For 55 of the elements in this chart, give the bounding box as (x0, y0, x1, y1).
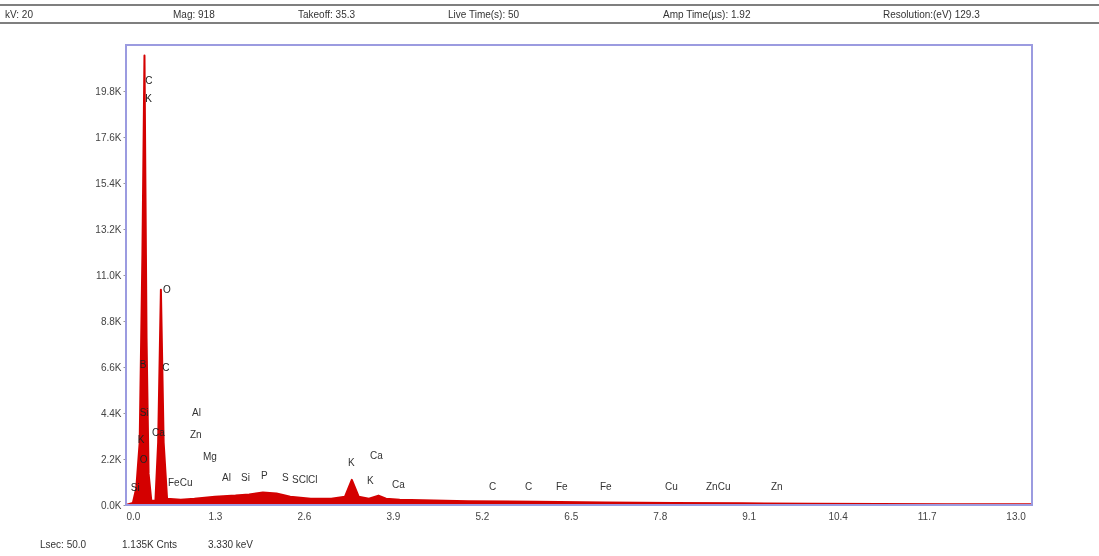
annotation: K (145, 93, 153, 105)
y-tick-label: 17.6K (95, 131, 122, 143)
annotation: Si (241, 472, 250, 483)
annotation: Al (222, 472, 231, 483)
text: Lsec: 50.0 (40, 539, 87, 550)
x-tick-label: 11.7 (917, 510, 937, 522)
annotation: Zn (771, 481, 783, 492)
x-tick-label: 6.5 (564, 510, 579, 522)
text: Amp Time(µs): 1.92 (663, 9, 751, 20)
text: kV: 20 (5, 9, 34, 20)
annotation: O (139, 454, 148, 466)
x-tick-label: 2.6 (297, 510, 312, 522)
annotation: Ca (370, 450, 384, 461)
annotation: ZnCu (706, 481, 731, 492)
annotation: B (139, 358, 147, 370)
annotation: FeCu (168, 477, 193, 488)
annotation: C (525, 481, 533, 492)
x-tick-label: 1.3 (208, 510, 223, 522)
annotation: Si (139, 407, 149, 418)
text: Mag: 918 (173, 9, 216, 20)
text: Resolution:(eV) 129.3 (883, 9, 981, 20)
y-tick-label: 8.8K (100, 315, 122, 327)
annotation: O (162, 283, 171, 295)
annotation: C (489, 481, 497, 492)
x-tick-label: 10.4 (828, 510, 849, 522)
y-tick-label: 6.6K (100, 361, 122, 373)
x-tick-label: 5.2 (475, 510, 490, 522)
annotation: K (348, 457, 355, 468)
annotation: K (367, 475, 374, 486)
text: Takeoff: 35.3 (298, 9, 356, 20)
y-tick-label: 11.0K (96, 269, 122, 281)
annotation: SClCl (292, 474, 318, 485)
text: Live Time(s): 50 (448, 9, 520, 20)
annotation: Zn (190, 429, 202, 440)
y-tick-label: 15.4K (95, 177, 122, 189)
y-tick-label: 2.2K (100, 453, 122, 465)
y-tick-label: 19.8K (95, 85, 122, 97)
y-tick-label: 13.2K (95, 223, 122, 235)
x-tick-label: 13.0 (1006, 510, 1027, 522)
annotation: Fe (556, 481, 569, 492)
annotation: S (282, 472, 289, 483)
x-tick-label: 7.8 (653, 510, 668, 522)
annotation: Al (192, 407, 201, 418)
y-tick-label: 0.0K (100, 499, 122, 511)
x-tick-label: 9.1 (742, 510, 757, 522)
x-tick-label: 3.9 (386, 510, 401, 522)
text: 1.135K Cnts (122, 539, 178, 550)
annotation: Cu (665, 481, 678, 492)
annotation: Mg (203, 451, 217, 462)
y-tick-label: 4.4K (100, 407, 122, 419)
annotation: Ca (392, 479, 406, 490)
annotation: P (261, 470, 268, 481)
annotation: Fe (600, 481, 613, 492)
text: 3.330 keV (208, 539, 254, 550)
x-tick-label: 0.0 (126, 510, 141, 522)
